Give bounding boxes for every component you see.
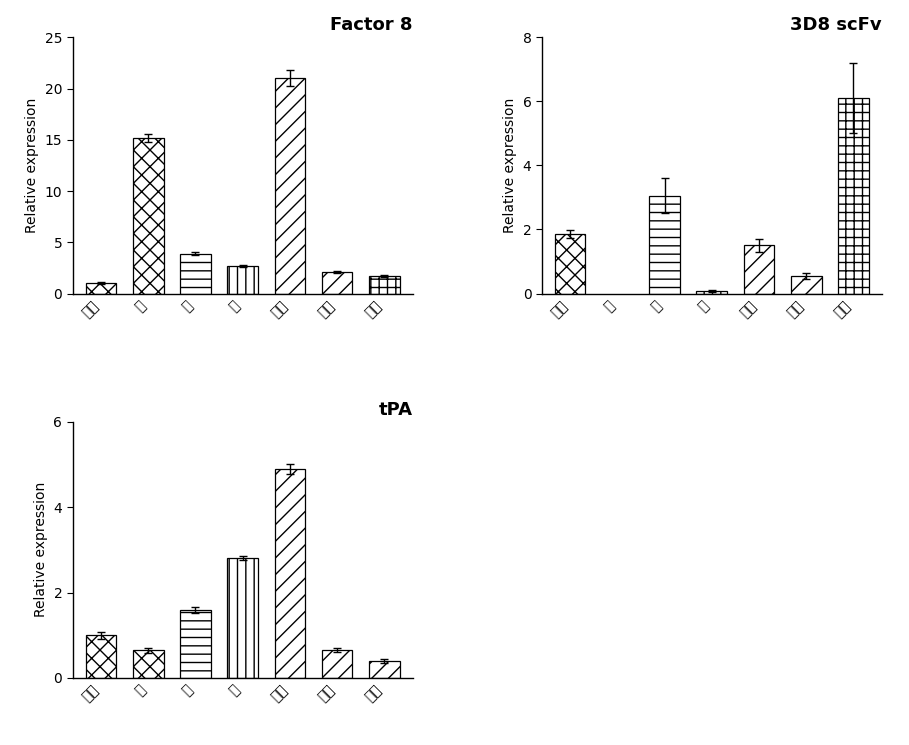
Y-axis label: Relative expression: Relative expression bbox=[503, 98, 517, 233]
Bar bbox=[180, 609, 211, 678]
Text: tPA: tPA bbox=[379, 401, 413, 419]
Bar bbox=[133, 138, 164, 294]
Bar bbox=[838, 98, 869, 294]
Y-axis label: Relative expression: Relative expression bbox=[34, 482, 48, 618]
Bar bbox=[744, 246, 774, 294]
Bar bbox=[369, 661, 400, 678]
Bar bbox=[180, 253, 211, 294]
Bar bbox=[369, 276, 400, 294]
Bar bbox=[85, 283, 116, 294]
Text: Factor 8: Factor 8 bbox=[330, 16, 413, 34]
Bar bbox=[275, 469, 305, 678]
Bar bbox=[554, 234, 585, 294]
Bar bbox=[227, 558, 258, 678]
Bar bbox=[275, 78, 305, 294]
Bar bbox=[322, 650, 353, 678]
Bar bbox=[133, 650, 164, 678]
Y-axis label: Relative expression: Relative expression bbox=[25, 98, 39, 233]
Bar bbox=[227, 266, 258, 294]
Bar bbox=[322, 272, 353, 294]
Text: 3D8 scFv: 3D8 scFv bbox=[790, 16, 882, 34]
Bar bbox=[85, 635, 116, 678]
Bar bbox=[649, 196, 680, 294]
Bar bbox=[791, 276, 822, 294]
Bar bbox=[696, 291, 727, 294]
